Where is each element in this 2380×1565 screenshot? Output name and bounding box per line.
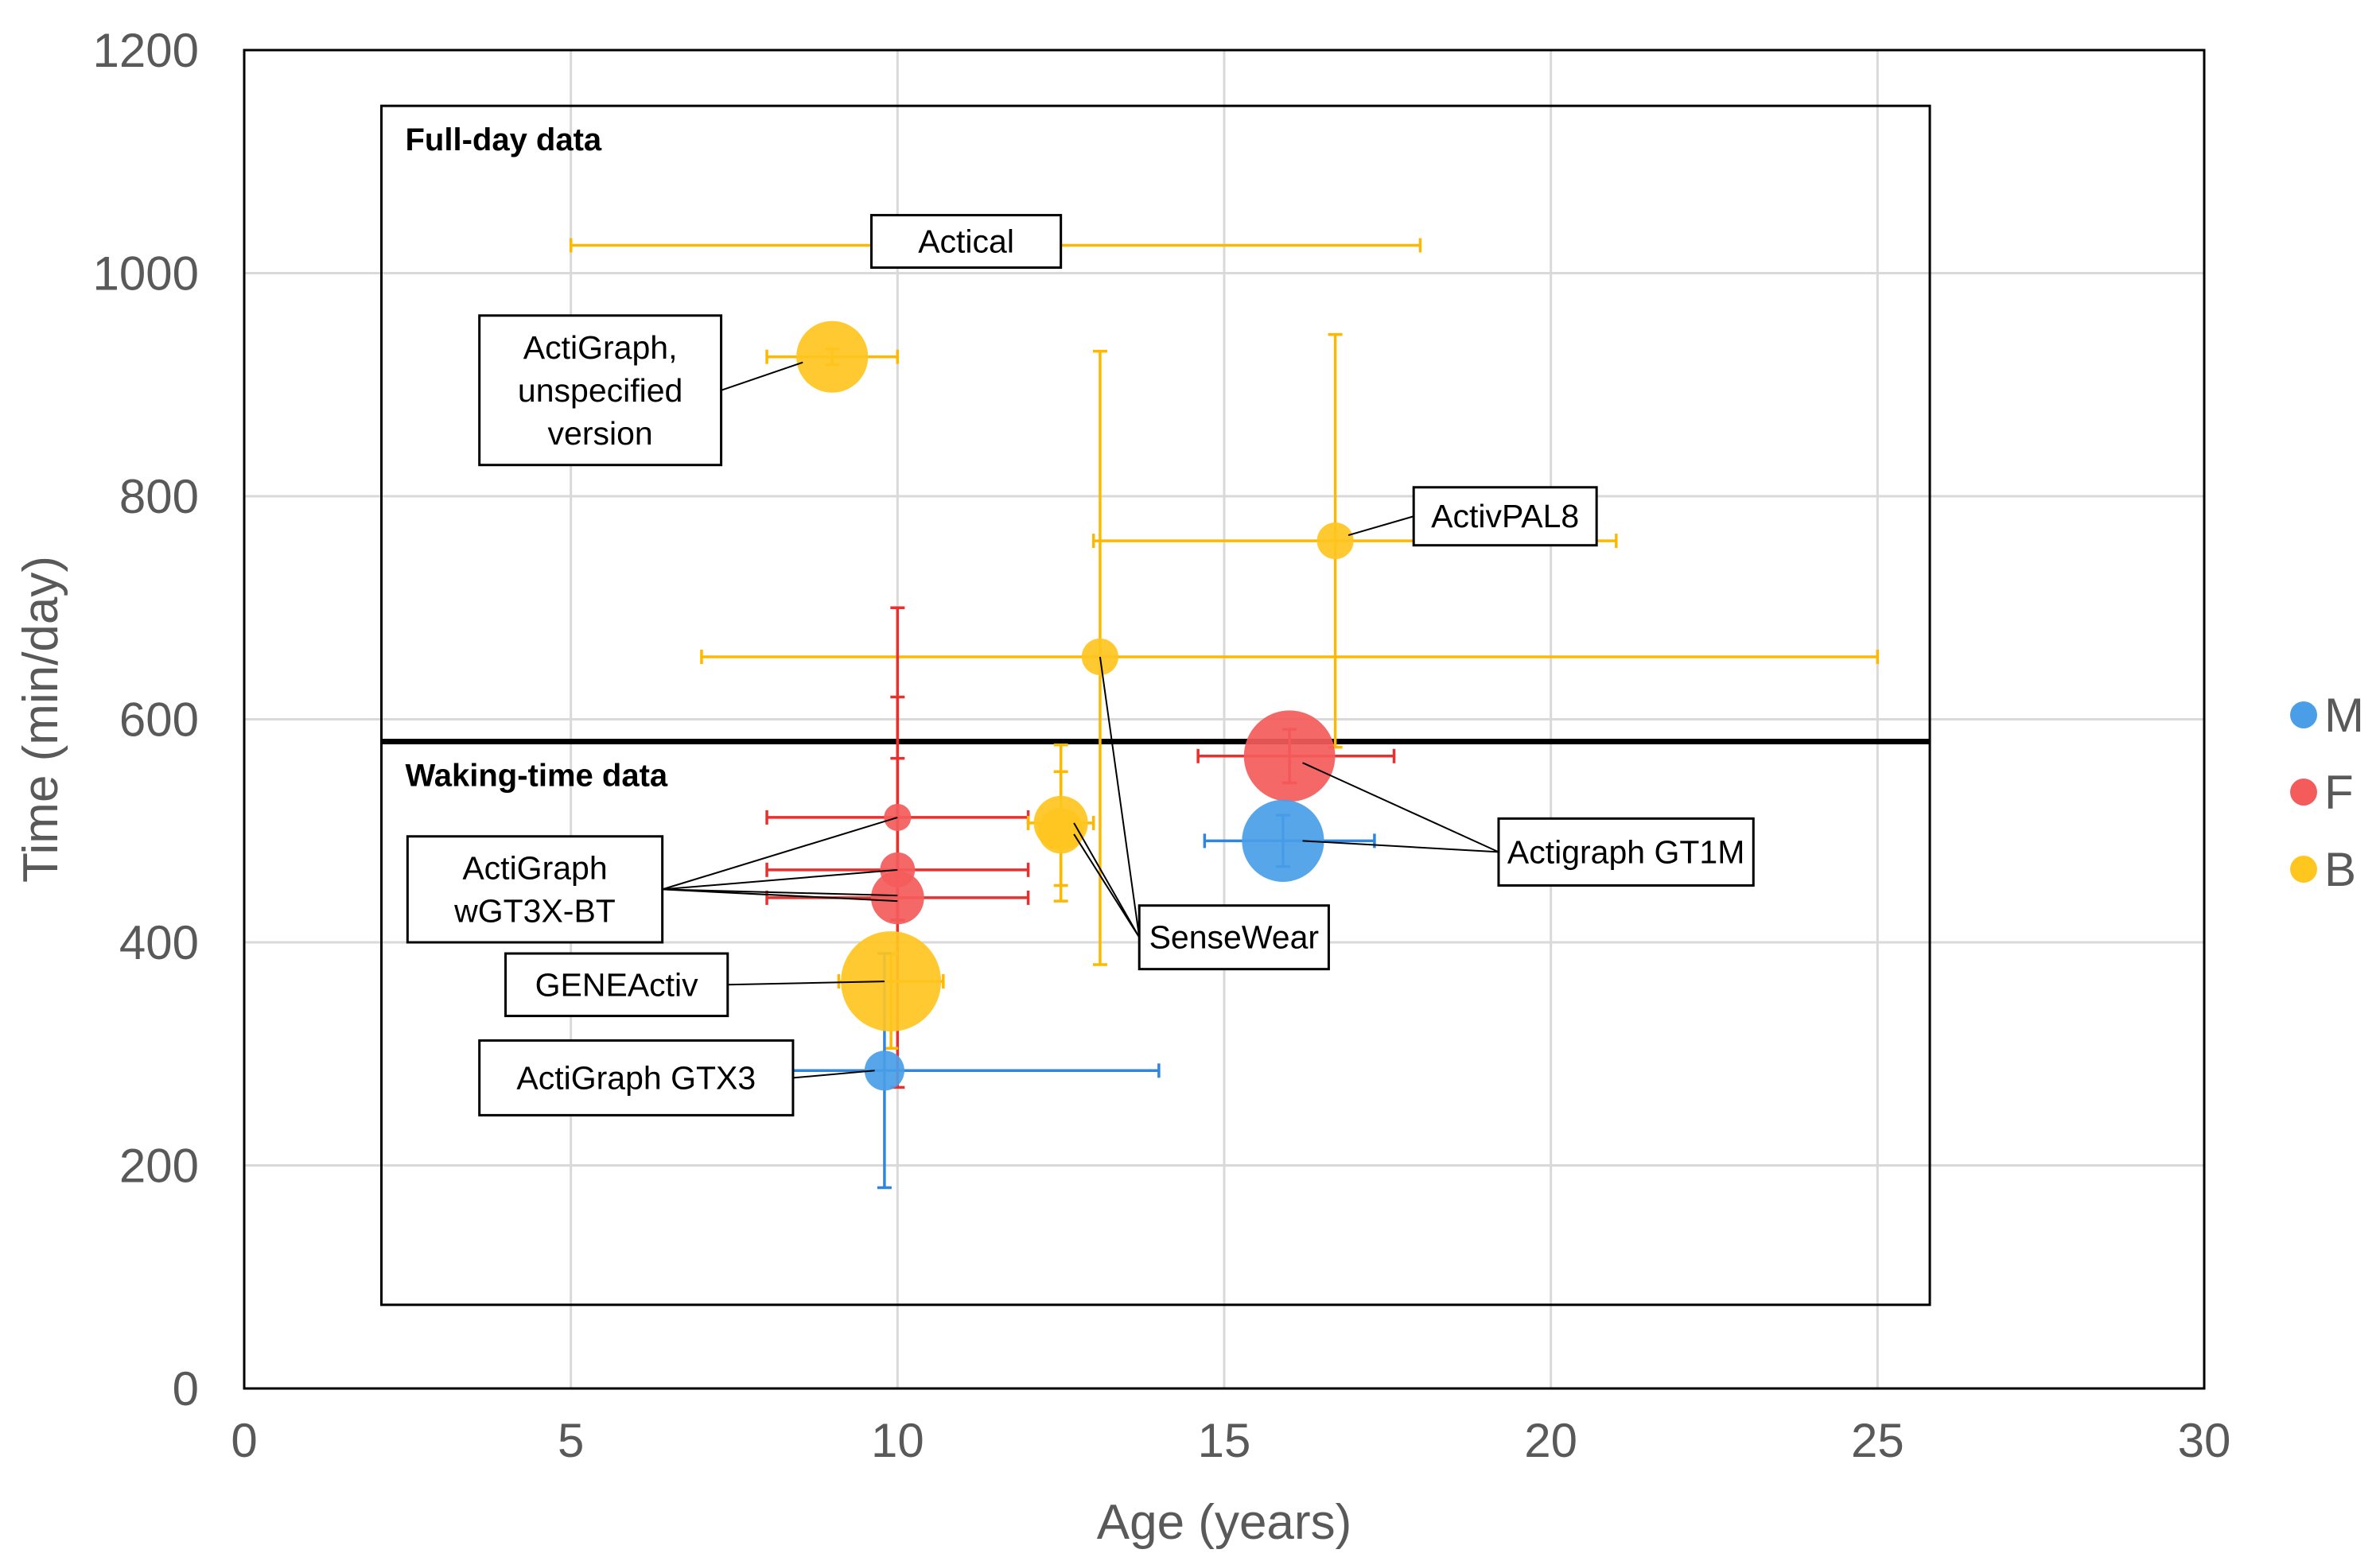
x-tick-label: 5	[558, 1414, 584, 1467]
data-regions: Full-day data Waking-time data	[379, 104, 1931, 1307]
callout-box	[406, 835, 664, 944]
y-axis-title: Time (min/day)	[14, 556, 68, 883]
callout-label: ActiGraph GTX3	[516, 1059, 756, 1096]
bubble-F	[870, 871, 924, 925]
callout-box	[504, 952, 729, 1018]
callout-leader	[662, 888, 898, 897]
callout-label: GENEActiv	[535, 966, 699, 1003]
callout-box	[478, 1039, 795, 1116]
y-tick-label: 1200	[93, 24, 199, 77]
bubble-B	[1316, 522, 1354, 560]
axis-tick-labels: 0 5 10 15 20 25 30 0 200 400 600 800 1000 1200	[93, 24, 2231, 1467]
bubbles	[796, 227, 1354, 1091]
callouts: Actical ActiGraph, unspecified version Activ…	[406, 214, 1755, 1116]
x-tick-label: 30	[2178, 1414, 2231, 1467]
x-tick-label: 20	[1524, 1414, 1577, 1467]
callout-label: Actigraph GT1M	[1507, 833, 1745, 870]
callout-label: version	[548, 415, 653, 452]
bubble-B	[1037, 808, 1084, 854]
callout-label: ActiGraph,	[523, 329, 678, 366]
callout-label: ActiGraph	[462, 849, 607, 886]
callout-box	[478, 314, 723, 467]
callout-leader	[662, 816, 898, 891]
callout-label: unspecified	[518, 372, 682, 409]
callout-leader	[792, 1070, 875, 1079]
callout-box	[1138, 904, 1330, 971]
callout-box	[1497, 817, 1755, 887]
bubble-B	[841, 931, 942, 1032]
callout-leader	[721, 361, 803, 391]
legend-label-M: M	[2324, 689, 2364, 742]
callout-leader	[1302, 840, 1499, 853]
callout-leader	[727, 981, 885, 986]
callout-leader	[1099, 656, 1141, 938]
plot-area-border	[243, 49, 2206, 1390]
callout-leader	[1348, 515, 1414, 537]
region-title: Full-day data	[405, 122, 601, 157]
callout-box	[869, 214, 1063, 269]
y-tick-label: 600	[119, 693, 199, 747]
y-tick-label: 200	[119, 1140, 199, 1193]
callout-leader	[662, 868, 898, 891]
callout-label: wGT3X-BT	[453, 892, 616, 929]
bubble-B	[1081, 638, 1119, 676]
legend-label-F: F	[2324, 766, 2354, 819]
region-title: Waking-time data	[405, 759, 667, 794]
y-tick-label: 800	[119, 470, 199, 523]
y-tick-label: 400	[119, 916, 199, 969]
callout-leader	[662, 888, 898, 903]
bubble-M	[1242, 799, 1324, 882]
callout-label: SenseWear	[1149, 919, 1319, 956]
legend-marker-M	[2290, 701, 2317, 728]
x-axis-title: Age (years)	[1097, 1495, 1351, 1550]
x-tick-label: 10	[871, 1414, 924, 1467]
legend-label-B: B	[2324, 843, 2356, 896]
y-tick-label: 0	[173, 1362, 199, 1415]
bubble-B	[796, 320, 869, 393]
callout-box	[1412, 486, 1598, 547]
legend: MFB	[2290, 689, 2364, 896]
callout-leader	[1073, 822, 1141, 938]
x-tick-label: 0	[231, 1414, 257, 1467]
y-tick-label: 1000	[93, 247, 199, 301]
bubble-F	[1243, 710, 1336, 802]
grid-lines	[243, 49, 2206, 1390]
legend-marker-B	[2290, 856, 2317, 883]
x-tick-label: 15	[1198, 1414, 1251, 1467]
callout-label: ActivPAL8	[1431, 498, 1579, 534]
callout-label: Actical	[918, 223, 1014, 260]
x-tick-label: 25	[1851, 1414, 1904, 1467]
callout-leader	[1302, 762, 1499, 853]
legend-marker-F	[2290, 779, 2317, 806]
callout-leader	[1073, 833, 1141, 938]
bubble-M	[864, 1050, 904, 1091]
